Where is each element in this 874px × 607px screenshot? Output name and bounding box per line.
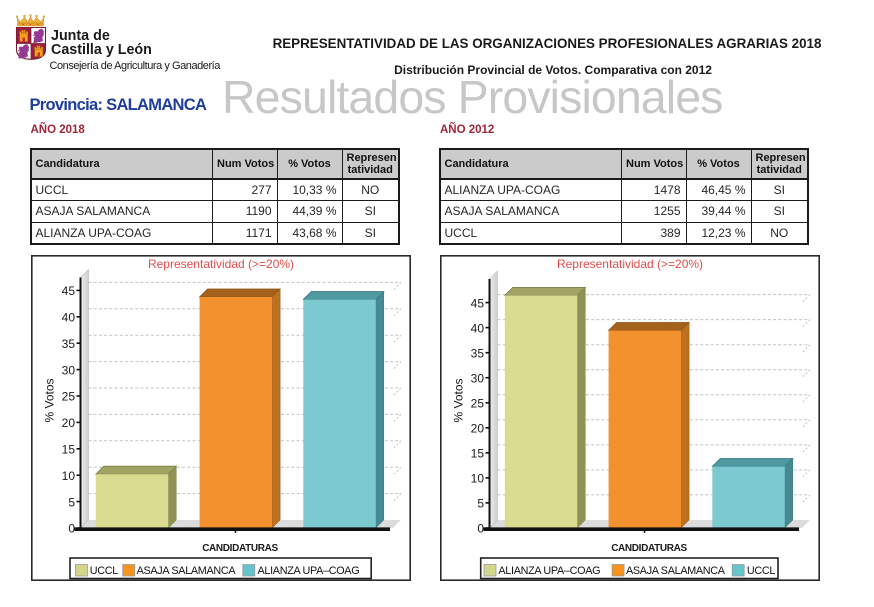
svg-text:Representatividad (>=20%): Representatividad (>=20%) bbox=[148, 257, 294, 271]
svg-text:15: 15 bbox=[471, 447, 485, 461]
svg-text:UCCL: UCCL bbox=[90, 565, 118, 577]
svg-text:20: 20 bbox=[62, 416, 76, 430]
svg-text:40: 40 bbox=[471, 321, 485, 335]
svg-text:% Votos: % Votos bbox=[43, 378, 57, 422]
svg-text:UCCL: UCCL bbox=[747, 565, 775, 577]
svg-text:35: 35 bbox=[471, 346, 485, 360]
svg-text:ASAJA SALAMANCA: ASAJA SALAMANCA bbox=[626, 565, 726, 577]
svg-text:CANDIDATURAS: CANDIDATURAS bbox=[202, 543, 278, 554]
svg-text:25: 25 bbox=[62, 390, 76, 404]
svg-text:ASAJA SALAMANCA: ASAJA SALAMANCA bbox=[137, 565, 237, 577]
svg-text:25: 25 bbox=[471, 396, 485, 410]
svg-text:% Votos: % Votos bbox=[452, 378, 466, 422]
svg-text:45: 45 bbox=[471, 296, 485, 310]
svg-text:35: 35 bbox=[62, 337, 76, 351]
svg-text:5: 5 bbox=[477, 497, 484, 511]
svg-text:0: 0 bbox=[68, 522, 75, 536]
svg-text:40: 40 bbox=[62, 311, 76, 325]
svg-text:10: 10 bbox=[62, 469, 76, 483]
svg-text:30: 30 bbox=[62, 363, 76, 377]
svg-text:ALIANZA UPA–COAG: ALIANZA UPA–COAG bbox=[258, 565, 360, 577]
svg-text:15: 15 bbox=[62, 443, 76, 457]
svg-text:0: 0 bbox=[477, 522, 484, 536]
svg-text:5: 5 bbox=[68, 495, 75, 509]
svg-text:Representatividad (>=20%): Representatividad (>=20%) bbox=[557, 257, 703, 271]
svg-text:30: 30 bbox=[471, 371, 485, 385]
svg-text:ALIANZA UPA–COAG: ALIANZA UPA–COAG bbox=[498, 565, 600, 577]
svg-text:10: 10 bbox=[471, 472, 485, 486]
svg-text:45: 45 bbox=[62, 284, 76, 298]
svg-text:CANDIDATURAS: CANDIDATURAS bbox=[611, 543, 687, 554]
svg-text:20: 20 bbox=[471, 422, 485, 436]
